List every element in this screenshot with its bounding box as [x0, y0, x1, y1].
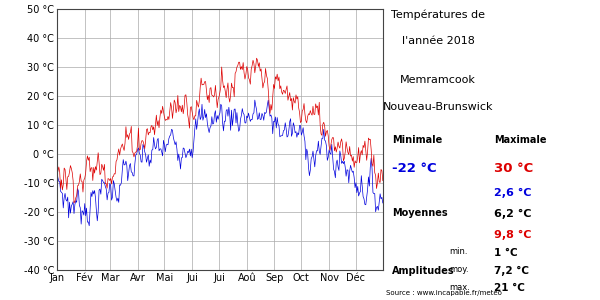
Text: 30 °C: 30 °C — [494, 162, 533, 175]
Text: -22 °C: -22 °C — [392, 162, 436, 175]
Text: Moyennes: Moyennes — [392, 208, 448, 218]
Text: Nouveau-Brunswick: Nouveau-Brunswick — [383, 102, 493, 112]
Text: min.: min. — [449, 248, 467, 256]
Text: Amplitudes: Amplitudes — [392, 266, 454, 275]
Text: Source : www.incapable.fr/meteo: Source : www.incapable.fr/meteo — [386, 290, 502, 296]
Text: 2,6 °C: 2,6 °C — [494, 188, 532, 198]
Text: 21 °C: 21 °C — [494, 283, 524, 292]
Text: 9,8 °C: 9,8 °C — [494, 230, 532, 240]
Text: 7,2 °C: 7,2 °C — [494, 266, 529, 276]
Text: l'année 2018: l'année 2018 — [401, 36, 475, 46]
Text: Températures de: Températures de — [391, 9, 485, 20]
Text: Minimale: Minimale — [392, 135, 442, 145]
Text: Memramcook: Memramcook — [400, 75, 476, 85]
Text: Maximale: Maximale — [494, 135, 546, 145]
Text: 6,2 °C: 6,2 °C — [494, 208, 532, 219]
Text: moy.: moy. — [449, 266, 469, 274]
Text: max.: max. — [449, 283, 470, 292]
Text: 1 °C: 1 °C — [494, 248, 517, 257]
